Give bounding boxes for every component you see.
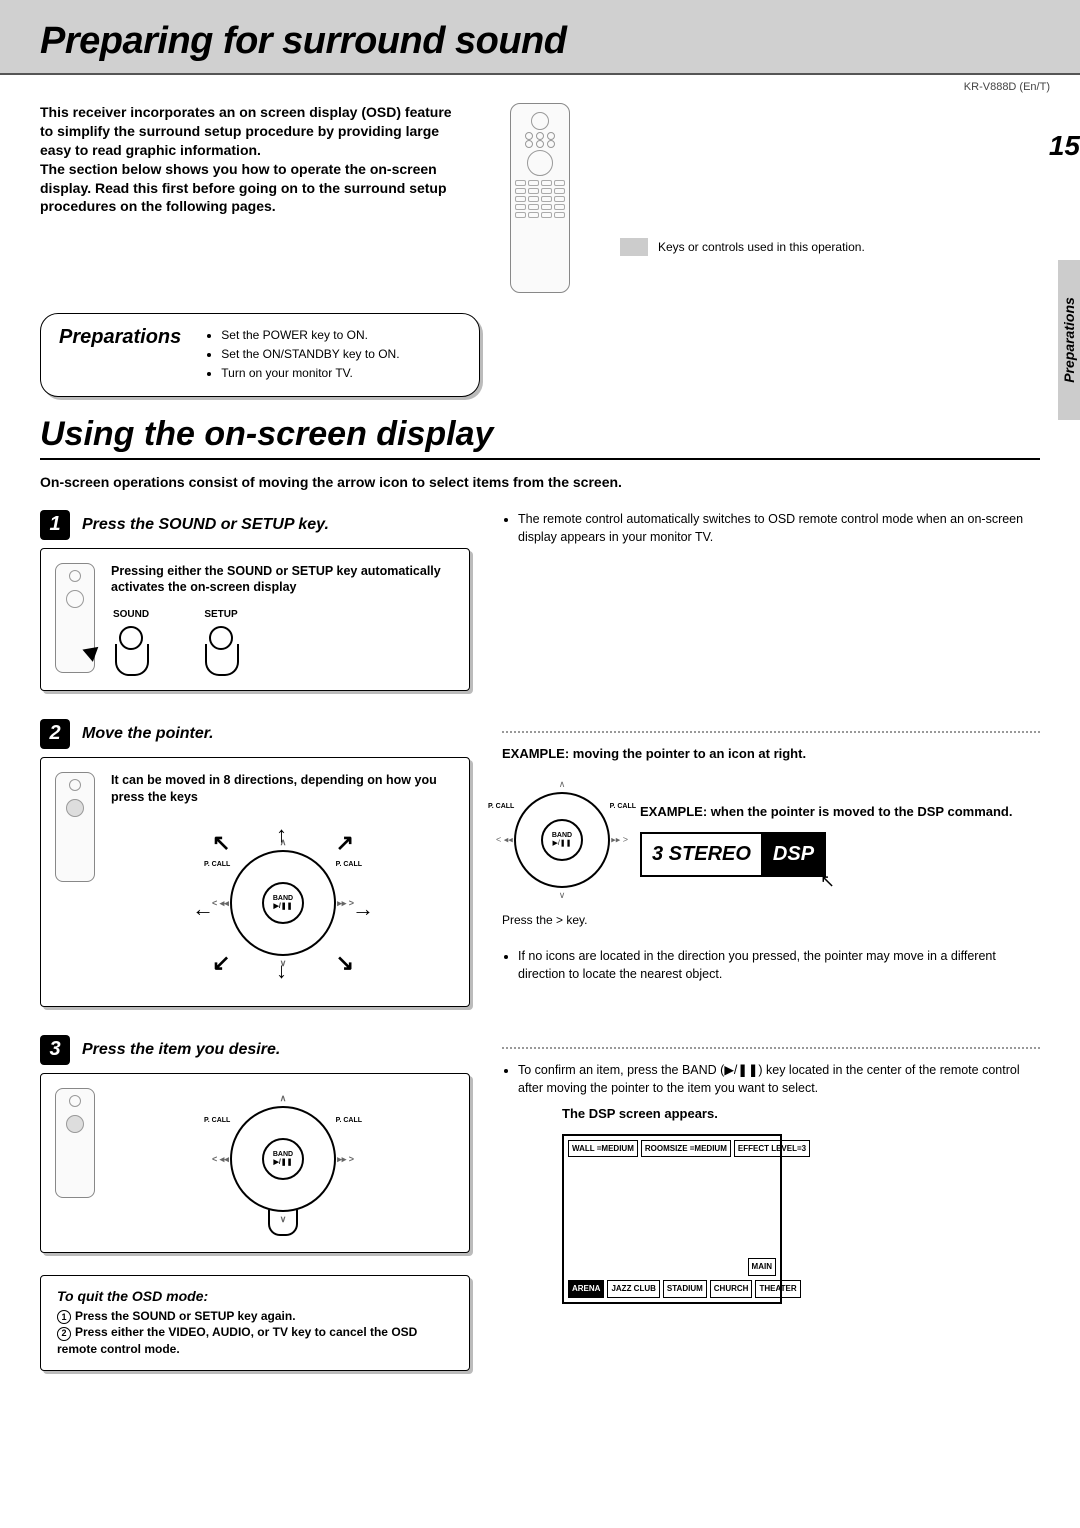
prep-item: Set the POWER key to ON. bbox=[221, 326, 399, 345]
remote-mini-icon bbox=[55, 563, 95, 673]
dsp-screen: WALL =MEDIUM ROOMSIZE =MEDIUM EFFECT LEV… bbox=[562, 1134, 782, 1304]
dsp-command-display: 3 STEREO DSP bbox=[640, 832, 826, 877]
step-1-head: 1 Press the SOUND or SETUP key. bbox=[40, 510, 470, 540]
step-2-panel-text: It can be moved in 8 directions, dependi… bbox=[111, 772, 455, 806]
remote-mini-icon bbox=[55, 772, 95, 882]
dpad-icon: BAND▶/❚❚ P. CALL P. CALL ∧∨ < ◂◂▸▸ > bbox=[502, 780, 622, 900]
setup-button-illustration: SETUP bbox=[201, 608, 241, 676]
quit-title: To quit the OSD mode: bbox=[57, 1288, 453, 1304]
step-2-title: Move the pointer. bbox=[82, 725, 214, 743]
step-number-2: 2 bbox=[40, 719, 70, 749]
dpad-8dir-icon: BAND▶/❚❚ P. CALL P. CALL ∧∨ < ◂◂▸▸ > ↑ ↓… bbox=[218, 838, 348, 968]
intro-row: This receiver incorporates an on screen … bbox=[40, 103, 1040, 293]
dsp-chip: WALL =MEDIUM bbox=[568, 1140, 638, 1158]
dsp-chip: ROOMSIZE =MEDIUM bbox=[641, 1140, 731, 1158]
dsp-main-row: MAIN bbox=[568, 1161, 776, 1276]
dsp-chip: STADIUM bbox=[663, 1280, 707, 1298]
preparations-list: Set the POWER key to ON. Set the ON/STAN… bbox=[205, 326, 399, 384]
sound-button-illustration: SOUND bbox=[111, 608, 151, 676]
button-illustrations: SOUND SETUP bbox=[111, 608, 455, 676]
step-1-panel-content: Pressing either the SOUND or SETUP key a… bbox=[111, 563, 455, 676]
step-number-1: 1 bbox=[40, 510, 70, 540]
dsp-chip: THEATER bbox=[755, 1280, 800, 1298]
remote-icon bbox=[510, 103, 570, 293]
dsp-chip: CHURCH bbox=[710, 1280, 753, 1298]
dsp-top-row: WALL =MEDIUM ROOMSIZE =MEDIUM EFFECT LEV… bbox=[568, 1140, 776, 1158]
dsp-right-cell: DSP bbox=[763, 834, 824, 875]
step-3-head: 3 Press the item you desire. bbox=[40, 1035, 470, 1065]
step-2-row: 2 Move the pointer. It can be moved in 8… bbox=[40, 719, 1040, 1007]
prep-item: Set the ON/STANDBY key to ON. bbox=[221, 345, 399, 364]
step-1-panel-text: Pressing either the SOUND or SETUP key a… bbox=[111, 563, 455, 597]
section-subhead: On-screen operations consist of moving t… bbox=[40, 474, 1040, 490]
dotted-divider bbox=[502, 1047, 1040, 1049]
step-3-row: 3 Press the item you desire. BAND▶/❚❚ P.… bbox=[40, 1035, 1040, 1371]
dsp-main-chip: MAIN bbox=[748, 1258, 776, 1276]
legend-text: Keys or controls used in this operation. bbox=[658, 240, 865, 254]
section-title: Using the on-screen display bbox=[40, 415, 1040, 460]
dsp-chip: EFFECT LEVEL=3 bbox=[734, 1140, 810, 1158]
step-2-panel-content: It can be moved in 8 directions, dependi… bbox=[111, 772, 455, 992]
step-2-panel: It can be moved in 8 directions, dependi… bbox=[40, 757, 470, 1007]
remote-mini-icon bbox=[55, 1088, 95, 1198]
cursor-icon: ↖ bbox=[820, 868, 835, 894]
quit-line-1: 1Press the SOUND or SETUP key again. bbox=[57, 1308, 453, 1325]
quit-osd-box: To quit the OSD mode: 1Press the SOUND o… bbox=[40, 1275, 470, 1371]
step-1-row: 1 Press the SOUND or SETUP key. Pressing… bbox=[40, 510, 1040, 691]
step-2-note-item: If no icons are located in the direction… bbox=[518, 947, 1040, 983]
step-1-panel: Pressing either the SOUND or SETUP key a… bbox=[40, 548, 470, 691]
legend-swatch bbox=[620, 238, 648, 256]
dsp-chip: JAZZ CLUB bbox=[607, 1280, 659, 1298]
setup-label: SETUP bbox=[201, 608, 241, 622]
remote-illustration bbox=[490, 103, 590, 293]
quit-line-2: 2Press either the VIDEO, AUDIO, or TV ke… bbox=[57, 1324, 453, 1358]
step-2-head: 2 Move the pointer. bbox=[40, 719, 470, 749]
preparations-box: Preparations Set the POWER key to ON. Se… bbox=[40, 313, 480, 397]
dsp-bottom-row: ARENA JAZZ CLUB STADIUM CHURCH THEATER bbox=[568, 1280, 776, 1298]
step-3-title: Press the item you desire. bbox=[82, 1041, 280, 1059]
step-2-example-2: EXAMPLE: when the pointer is moved to th… bbox=[640, 803, 1040, 822]
dotted-divider bbox=[502, 731, 1040, 733]
step-3-panel: BAND▶/❚❚ P. CALL P. CALL ∧∨ < ◂◂▸▸ > bbox=[40, 1073, 470, 1253]
dsp-screen-title: The DSP screen appears. bbox=[562, 1105, 1040, 1124]
prep-item: Turn on your monitor TV. bbox=[221, 364, 399, 383]
step-1-note: The remote control automatically switche… bbox=[502, 510, 1040, 546]
step-1-title: Press the SOUND or SETUP key. bbox=[82, 516, 329, 534]
step-2-press-note: Press the > key. bbox=[502, 912, 1040, 929]
sound-label: SOUND bbox=[111, 608, 151, 622]
dsp-left-cell: 3 STEREO bbox=[642, 834, 761, 875]
dpad-press-icon: BAND▶/❚❚ P. CALL P. CALL ∧∨ < ◂◂▸▸ > bbox=[218, 1094, 348, 1224]
step-2-example-row: BAND▶/❚❚ P. CALL P. CALL ∧∨ < ◂◂▸▸ > EXA… bbox=[502, 774, 1040, 906]
page-header: Preparing for surround sound bbox=[0, 0, 1080, 75]
intro-text: This receiver incorporates an on screen … bbox=[40, 103, 460, 216]
step-1-note-item: The remote control automatically switche… bbox=[518, 510, 1040, 546]
preparations-label: Preparations bbox=[59, 326, 181, 349]
main-content: This receiver incorporates an on screen … bbox=[0, 93, 1080, 1429]
page-title: Preparing for surround sound bbox=[40, 20, 566, 63]
legend: Keys or controls used in this operation. bbox=[620, 238, 865, 256]
step-2-example-head: EXAMPLE: moving the pointer to an icon a… bbox=[502, 745, 1040, 764]
step-3-confirm-note: To confirm an item, press the BAND (▶/❚❚… bbox=[518, 1061, 1040, 1097]
model-code: KR-V888D (En/T) bbox=[0, 75, 1080, 93]
step-number-3: 3 bbox=[40, 1035, 70, 1065]
dsp-chip-selected: ARENA bbox=[568, 1280, 604, 1298]
